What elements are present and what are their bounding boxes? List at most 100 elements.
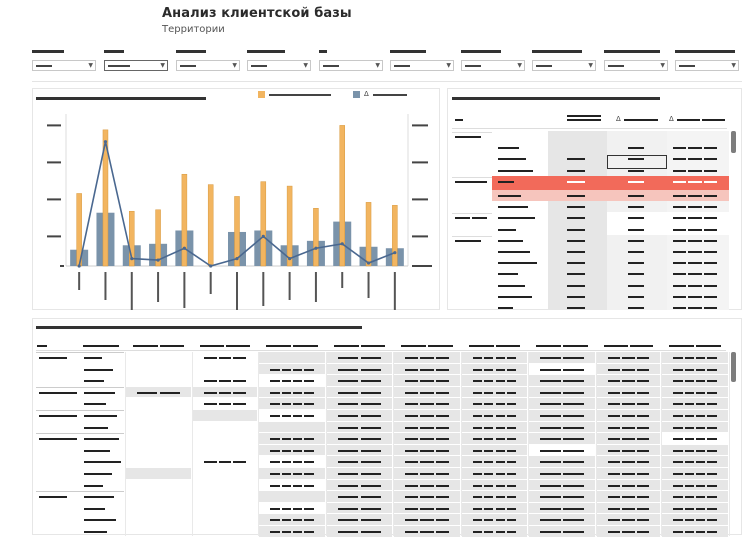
cell-value bbox=[622, 403, 635, 406]
cell-value bbox=[567, 169, 585, 172]
page-title: Анализ клиентской базы bbox=[162, 6, 352, 21]
table-cell bbox=[662, 421, 728, 433]
line-point bbox=[288, 257, 292, 261]
bar-orange bbox=[260, 181, 267, 267]
cell-value bbox=[484, 426, 494, 429]
selected-cell[interactable] bbox=[607, 155, 667, 169]
filter-2-label bbox=[104, 50, 124, 53]
cell-value bbox=[703, 228, 717, 231]
filter-3-dropdown[interactable]: ▼ bbox=[176, 60, 240, 71]
table-cell bbox=[529, 491, 595, 502]
cell-value bbox=[673, 251, 687, 253]
cell-value bbox=[673, 169, 687, 172]
filter-9-dropdown[interactable]: ▼ bbox=[604, 60, 668, 71]
cell-value bbox=[281, 449, 291, 452]
cell-value bbox=[628, 239, 644, 242]
cell-value bbox=[270, 380, 280, 383]
col-header bbox=[360, 345, 385, 347]
cell-value bbox=[293, 368, 303, 371]
cell-value bbox=[684, 380, 694, 383]
cell-value bbox=[506, 449, 516, 452]
cell-value bbox=[420, 426, 434, 429]
cell-value bbox=[673, 426, 683, 429]
cell-value bbox=[495, 357, 505, 359]
filter-1-dropdown[interactable]: ▼ bbox=[32, 60, 96, 71]
chevron-down-icon: ▼ bbox=[232, 62, 237, 69]
cell-value bbox=[707, 507, 717, 510]
cell-value bbox=[233, 461, 247, 464]
cell-value bbox=[405, 496, 419, 499]
cell-value bbox=[281, 380, 291, 383]
table-cell bbox=[529, 398, 595, 409]
group-divider bbox=[452, 176, 492, 178]
cell-value bbox=[707, 531, 717, 533]
table-cell bbox=[662, 363, 728, 375]
row-label bbox=[84, 461, 121, 464]
row-header bbox=[83, 345, 119, 347]
cell-value bbox=[567, 295, 585, 298]
cell-value bbox=[607, 449, 621, 452]
cell-value bbox=[540, 438, 561, 441]
filter-5-label bbox=[319, 50, 327, 53]
filter-10-dropdown[interactable]: ▼ bbox=[675, 60, 739, 71]
cell-value bbox=[684, 357, 694, 359]
column-divider bbox=[258, 352, 259, 536]
cell-value bbox=[688, 147, 702, 150]
filter-2-dropdown[interactable]: ▼ bbox=[104, 60, 168, 71]
cell-value bbox=[360, 415, 381, 417]
filter-4-dropdown[interactable]: ▼ bbox=[247, 60, 311, 71]
row-label bbox=[498, 195, 521, 197]
cell-value bbox=[495, 415, 505, 417]
filter-8-dropdown[interactable]: ▼ bbox=[532, 60, 596, 71]
cell-value bbox=[696, 507, 706, 510]
scrollbar-thumb[interactable] bbox=[731, 352, 736, 382]
cell-value bbox=[405, 415, 419, 417]
cell-value bbox=[495, 461, 505, 464]
cell-value bbox=[567, 307, 585, 309]
filter-10-label bbox=[675, 50, 735, 53]
filter-6-dropdown[interactable]: ▼ bbox=[390, 60, 454, 71]
group-divider bbox=[452, 132, 492, 133]
cell-value bbox=[405, 531, 419, 533]
cell-value bbox=[473, 415, 483, 417]
y-tick-label-left bbox=[47, 124, 61, 127]
cell-value bbox=[281, 484, 291, 487]
cell-value bbox=[270, 449, 280, 452]
cell-value bbox=[506, 531, 516, 533]
line-point bbox=[209, 264, 213, 268]
cell-value bbox=[270, 368, 280, 371]
header-divider bbox=[36, 350, 726, 351]
cell-value bbox=[688, 284, 702, 287]
table-cell bbox=[662, 398, 728, 409]
table-cell bbox=[462, 514, 527, 525]
cell-value bbox=[684, 473, 694, 475]
cell-value bbox=[270, 519, 280, 522]
cell-value bbox=[567, 284, 585, 287]
row-label bbox=[498, 239, 523, 242]
cell-value bbox=[636, 507, 650, 510]
filter-5-dropdown[interactable]: ▼ bbox=[319, 60, 383, 71]
cell-value bbox=[159, 391, 180, 394]
bar-orange bbox=[365, 202, 372, 267]
cell-value bbox=[636, 484, 650, 487]
cell-value bbox=[540, 415, 561, 417]
cell-value bbox=[628, 180, 644, 183]
filter-7-dropdown[interactable]: ▼ bbox=[461, 60, 525, 71]
cell-value bbox=[304, 449, 314, 452]
scrollbar-thumb[interactable] bbox=[731, 131, 736, 153]
cell-value bbox=[628, 158, 644, 161]
filter-8: ▼ bbox=[532, 50, 596, 71]
cell-value bbox=[506, 357, 516, 359]
table-cell bbox=[662, 502, 728, 514]
cell-value bbox=[567, 206, 585, 209]
table-cell bbox=[529, 526, 595, 537]
row-header bbox=[37, 345, 47, 347]
cell-value bbox=[567, 180, 585, 183]
filter-1: ▼ bbox=[32, 50, 96, 71]
cell-value bbox=[360, 403, 381, 406]
line-point bbox=[366, 261, 371, 265]
table-cell bbox=[662, 468, 728, 479]
group-divider bbox=[36, 433, 124, 435]
col-header bbox=[563, 345, 588, 347]
cell-value bbox=[628, 228, 644, 231]
